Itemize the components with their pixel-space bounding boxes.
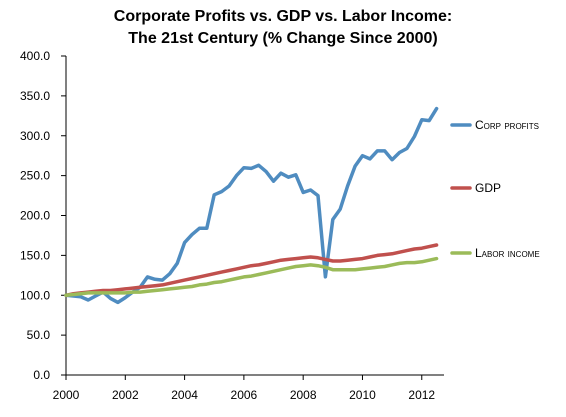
series-line-gdp bbox=[64, 243, 439, 298]
chart-title-line-2: The 21st Century (% Change Since 2000) bbox=[128, 30, 437, 47]
y-tick-label: 250.0 bbox=[20, 169, 50, 183]
x-tick-label: 2008 bbox=[290, 388, 317, 402]
x-tick-label: 2010 bbox=[349, 388, 376, 402]
chart-title-line-1: Corporate Profits vs. GDP vs. Labor Inco… bbox=[114, 8, 452, 25]
series-line-labor-income bbox=[64, 256, 439, 298]
y-tick-label: 200.0 bbox=[20, 209, 50, 223]
x-tick-label: 2012 bbox=[408, 388, 435, 402]
x-tick-label: 2002 bbox=[112, 388, 139, 402]
chart-axes: 0.0 50.0 100.0 150.0 200.0 250.0 300.0 350.0 400… bbox=[20, 49, 444, 402]
series-line-corp-profits bbox=[64, 106, 439, 305]
y-tick-label: 350.0 bbox=[20, 89, 50, 103]
y-tick-label: 150.0 bbox=[20, 248, 50, 262]
x-tick-label: 2000 bbox=[53, 388, 80, 402]
legend-label-labor-income: Labor income bbox=[475, 246, 540, 260]
y-tick-label: 400.0 bbox=[20, 49, 50, 63]
y-tick-label: 50.0 bbox=[27, 328, 51, 342]
y-tick-label: 100.0 bbox=[20, 288, 50, 302]
chart-legend: Corp profits GDP Labor income bbox=[450, 118, 540, 260]
chart-series bbox=[64, 106, 439, 305]
y-tick-label: 300.0 bbox=[20, 129, 50, 143]
y-tick-label: 0.0 bbox=[33, 368, 50, 382]
x-tick-label: 2004 bbox=[171, 388, 198, 402]
legend-label-corp-profits: Corp profits bbox=[475, 118, 539, 132]
legend-label-gdp: GDP bbox=[475, 181, 501, 195]
chart-title: Corporate Profits vs. GDP vs. Labor Inco… bbox=[114, 8, 452, 47]
x-tick-label: 2006 bbox=[231, 388, 258, 402]
